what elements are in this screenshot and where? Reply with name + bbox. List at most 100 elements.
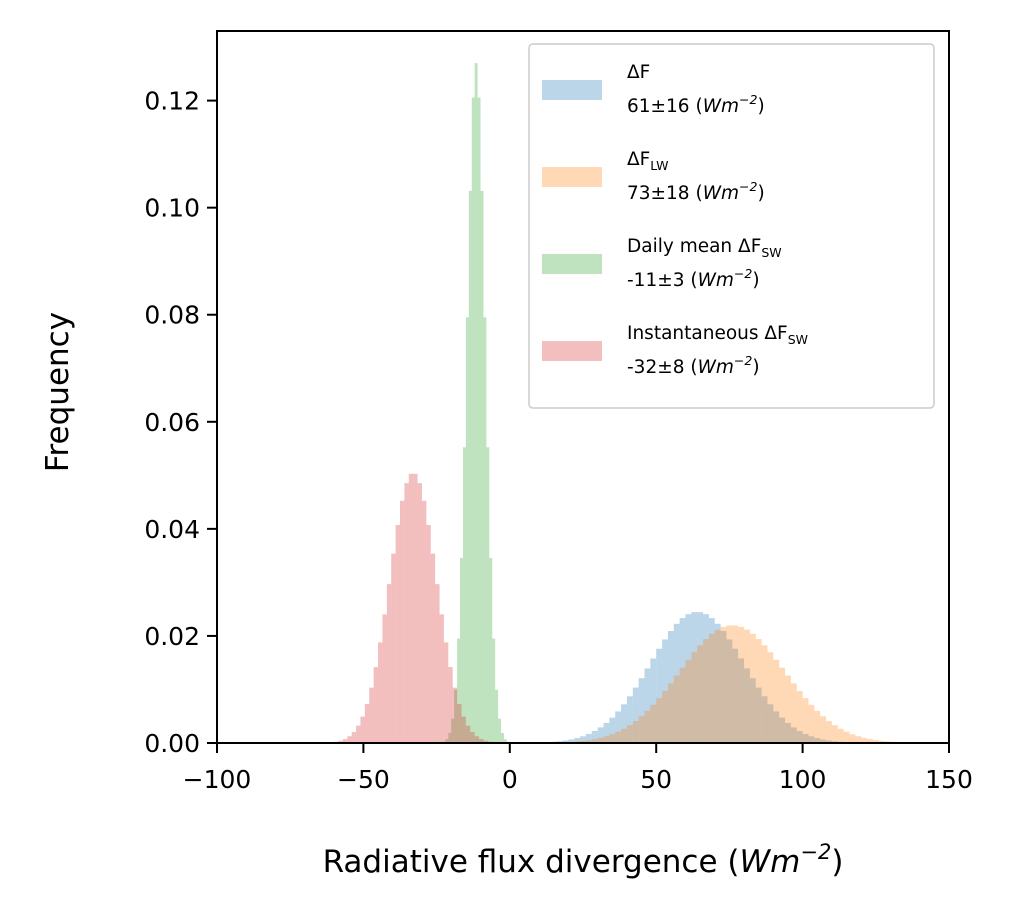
histogram-bar [761, 696, 768, 743]
histogram-bar [814, 738, 821, 743]
histogram-bar [749, 633, 756, 743]
histogram-bar [474, 63, 478, 743]
histogram-bar [503, 739, 507, 743]
histogram-bar [644, 668, 651, 743]
histogram-bar [486, 447, 490, 743]
histogram-bar [391, 553, 396, 743]
histogram-bar [779, 667, 786, 743]
histogram-bar [673, 675, 680, 743]
histogram-bar [621, 704, 627, 743]
histogram-bar [773, 711, 780, 743]
series-0-bars [544, 612, 850, 743]
histogram-bar [470, 732, 475, 743]
legend-stat: 73±18 (Wm−2) [627, 179, 765, 204]
histogram-bar [703, 614, 709, 743]
x-tick-label: 0 [502, 765, 518, 794]
histogram-bar [430, 553, 436, 743]
legend-stat: -32±8 (Wm−2) [627, 353, 760, 378]
histogram-bar [454, 689, 458, 743]
histogram-bar [479, 739, 484, 743]
legend-swatch [542, 80, 602, 100]
histogram-bar [580, 736, 586, 743]
x-tick-label: 100 [779, 765, 827, 794]
histogram-bar [457, 638, 461, 743]
histogram-bar [849, 734, 856, 743]
histogram-bar [656, 698, 663, 743]
histogram-bar [867, 739, 873, 743]
histogram-bar [667, 631, 674, 743]
histogram-bar [744, 668, 750, 743]
histogram-bar [814, 710, 821, 743]
histogram-bar [820, 716, 827, 743]
legend-label: ΔF [627, 62, 650, 83]
histogram-bar [790, 727, 797, 743]
legend-label: Daily mean ΔFSW [627, 236, 782, 260]
histogram-bar [685, 659, 692, 743]
histogram-bar [826, 721, 832, 743]
histogram-bar [461, 716, 466, 743]
y-tick-label: 0.02 [144, 622, 200, 651]
histogram-bar [413, 473, 418, 743]
y-axis-title: Frequency [40, 312, 76, 472]
histogram-bar [448, 732, 452, 743]
histogram-bar [404, 483, 409, 743]
histogram-bar [697, 612, 704, 743]
histogram-bar [443, 642, 449, 743]
histogram-bar [679, 667, 686, 743]
histogram-bar [356, 725, 361, 743]
histogram-bar [585, 733, 592, 743]
histogram-bar [445, 739, 449, 743]
y-tick-label: 0.10 [144, 194, 200, 223]
histogram-bar [726, 639, 733, 743]
histogram-bar [597, 727, 604, 743]
histogram-bar [342, 739, 348, 743]
histogram-bar [426, 525, 431, 743]
histogram-bar [468, 190, 472, 744]
histogram-bar [667, 683, 674, 743]
histogram-bar [796, 690, 803, 743]
histogram-bar [744, 629, 750, 743]
histogram-bar [726, 625, 733, 743]
histogram-bar [685, 614, 692, 743]
series-3-bars [334, 473, 493, 743]
histogram-bar [364, 704, 370, 743]
histogram-bar [826, 740, 832, 743]
histogram-bar [395, 525, 400, 743]
histogram-bar [837, 728, 844, 743]
histogram-bar [831, 725, 838, 743]
histogram-bar [638, 716, 645, 743]
histogram-bar [378, 642, 383, 743]
histogram-bar [457, 704, 462, 743]
legend-swatch [542, 254, 602, 274]
histogram-bar [448, 667, 453, 743]
histogram-bar [498, 718, 502, 743]
histogram-bar [501, 732, 504, 743]
histogram-bar [615, 711, 622, 743]
histogram-bar [708, 618, 715, 743]
plot-frame [216, 30, 950, 744]
histogram-bar [408, 473, 414, 743]
histogram-bar [855, 736, 862, 743]
y-tick-label: 0.12 [144, 87, 200, 116]
histogram-bar [708, 633, 715, 743]
histogram-bar [465, 725, 471, 743]
histogram-bar [679, 618, 686, 743]
histogram-bar [755, 687, 762, 743]
histogram-bar [626, 696, 633, 743]
histogram-bar [656, 648, 663, 743]
histogram-bar [460, 557, 463, 743]
histogram-bar [477, 97, 481, 744]
y-tick-label: 0.00 [144, 729, 200, 758]
histogram-bar [580, 740, 586, 743]
histogram-bar [638, 678, 645, 743]
histogram-bar [451, 718, 455, 743]
histogram-bar [632, 721, 639, 743]
legend-label: Instantaneous ΔFSW [627, 323, 808, 347]
histogram-bar [785, 722, 791, 743]
histogram-bar [562, 740, 569, 743]
legend: ΔF 61±16 (Wm−2) ΔFLW 73±18 (Wm−2) Daily mean… [528, 43, 935, 409]
histogram-bar [474, 736, 480, 743]
histogram-bar [796, 731, 803, 743]
x-tick-label: −100 [183, 765, 252, 794]
